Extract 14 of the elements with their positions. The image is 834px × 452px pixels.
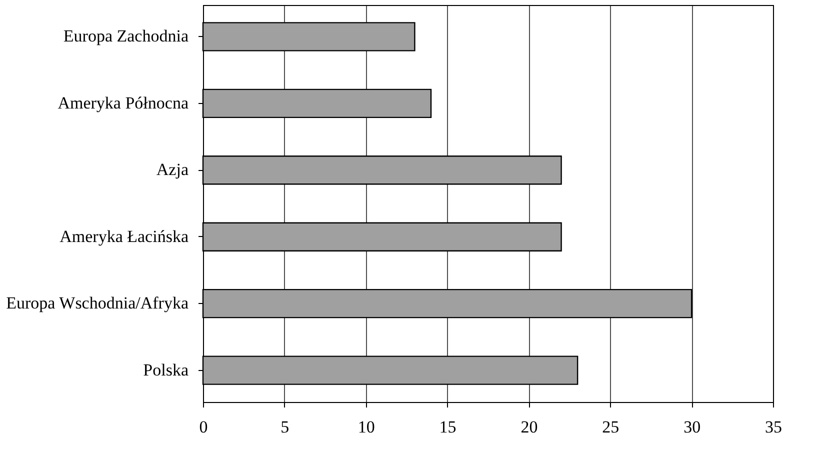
y-tick-label: Azja	[156, 160, 189, 180]
x-tick-label: 10	[358, 418, 375, 436]
y-tick-label: Ameryka Północna	[58, 93, 189, 112]
y-tick-label: Europa Zachodnia	[63, 26, 189, 46]
x-tick-label: 0	[199, 418, 208, 436]
x-tick-label: 5	[280, 418, 290, 436]
y-tick-label: Polska	[143, 360, 189, 380]
x-tick-label: 25	[602, 418, 620, 436]
x-tick-label: 15	[439, 418, 456, 436]
x-tick-label: 35	[765, 418, 782, 436]
y-tick-label: Europa Wschodnia/Afryka	[6, 294, 189, 313]
y-tick-label: Ameryka Łacińska	[60, 226, 189, 246]
x-tick-label: 20	[520, 418, 538, 436]
x-tick-label: 30	[684, 418, 701, 436]
